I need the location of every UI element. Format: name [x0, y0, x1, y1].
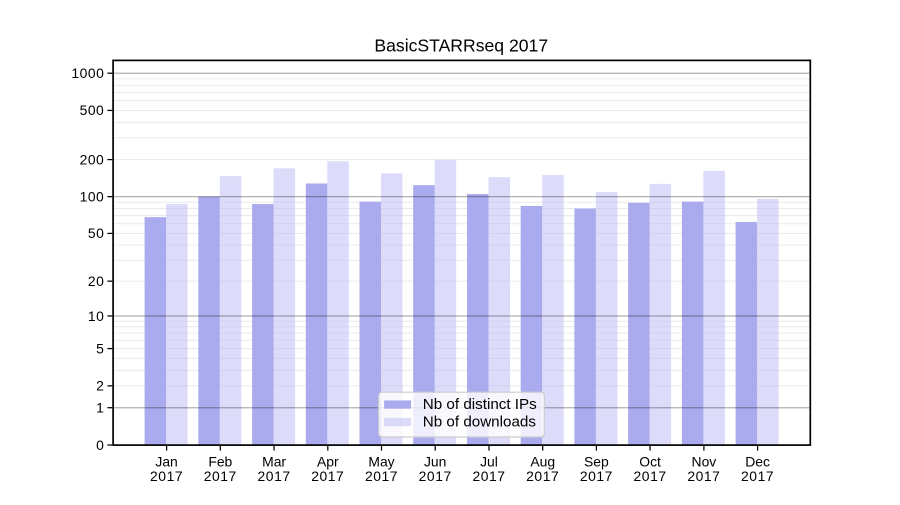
svg-text:Mar: Mar [262, 453, 286, 469]
svg-text:Oct: Oct [639, 453, 661, 469]
svg-text:2: 2 [96, 378, 104, 394]
svg-text:BasicSTARRseq 2017: BasicSTARRseq 2017 [374, 35, 548, 55]
svg-text:Jun: Jun [424, 453, 446, 469]
svg-text:2017: 2017 [311, 468, 344, 484]
svg-text:Jan: Jan [155, 453, 177, 469]
svg-text:0: 0 [96, 437, 104, 453]
svg-text:500: 500 [80, 102, 105, 118]
svg-text:May: May [368, 453, 394, 469]
svg-text:Feb: Feb [208, 453, 232, 469]
svg-text:200: 200 [80, 151, 105, 167]
svg-text:Nb of downloads: Nb of downloads [423, 413, 537, 430]
svg-text:2017: 2017 [365, 468, 398, 484]
svg-text:5: 5 [96, 340, 104, 356]
svg-text:2017: 2017 [419, 468, 452, 484]
svg-text:1000: 1000 [71, 65, 104, 81]
svg-text:50: 50 [88, 225, 104, 241]
svg-text:2017: 2017 [687, 468, 720, 484]
svg-text:Nov: Nov [692, 453, 717, 469]
svg-text:2017: 2017 [526, 468, 559, 484]
svg-text:2017: 2017 [204, 468, 237, 484]
svg-text:2017: 2017 [741, 468, 774, 484]
svg-text:1: 1 [96, 400, 104, 416]
svg-text:2017: 2017 [150, 468, 183, 484]
svg-text:100: 100 [80, 188, 105, 204]
svg-text:2017: 2017 [472, 468, 505, 484]
svg-text:Jul: Jul [480, 453, 498, 469]
svg-text:Aug: Aug [530, 453, 555, 469]
svg-text:2017: 2017 [580, 468, 613, 484]
svg-text:2017: 2017 [634, 468, 667, 484]
svg-text:Apr: Apr [317, 453, 339, 469]
svg-text:2017: 2017 [258, 468, 291, 484]
svg-text:Nb of distinct IPs: Nb of distinct IPs [423, 396, 537, 413]
svg-text:20: 20 [88, 273, 104, 289]
svg-text:Sep: Sep [584, 453, 609, 469]
svg-text:10: 10 [88, 308, 104, 324]
svg-text:Dec: Dec [745, 453, 770, 469]
